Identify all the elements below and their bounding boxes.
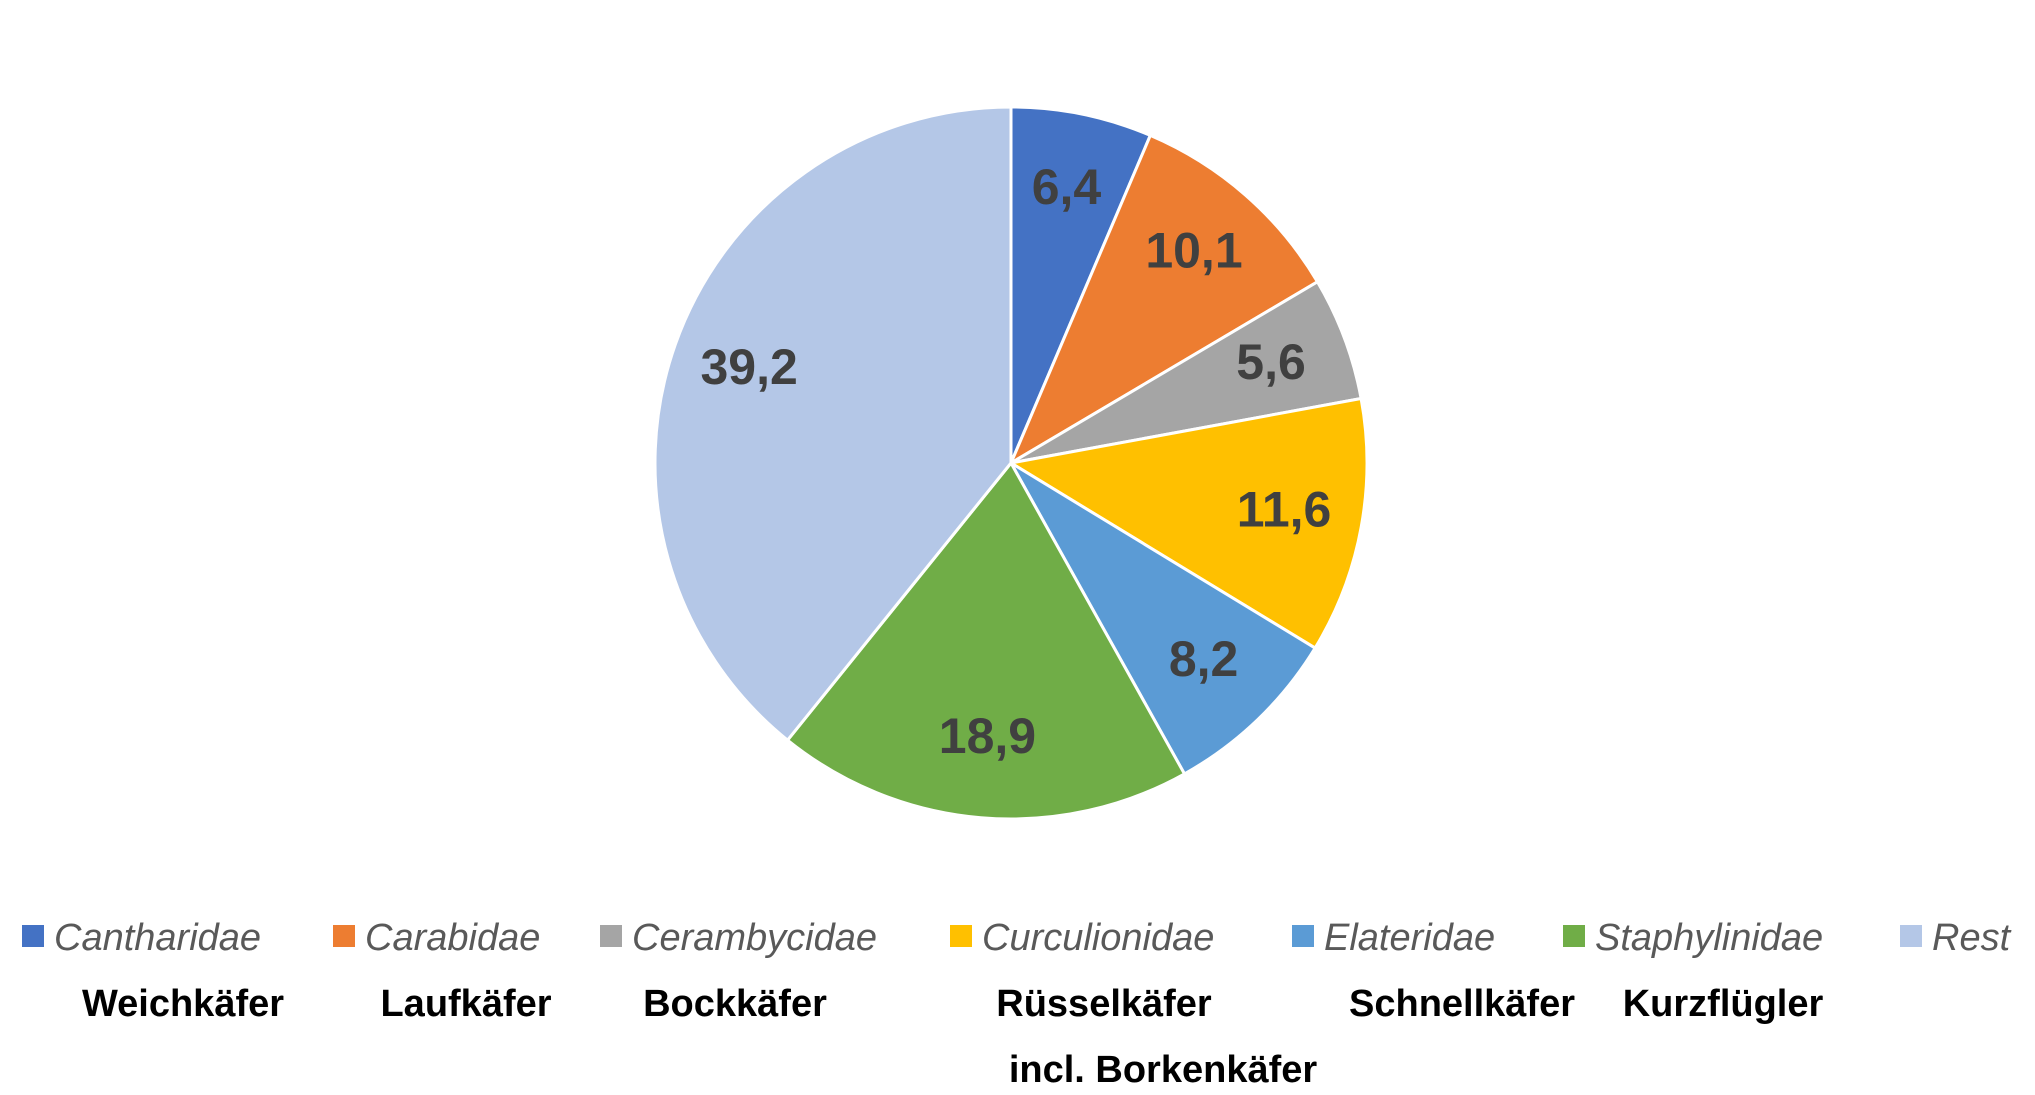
- legend-swatch: [600, 925, 622, 947]
- pie-slice: [1009, 105, 1153, 464]
- legend-swatch: [333, 925, 355, 947]
- legend-label: Elateridae: [1324, 917, 1495, 959]
- legend-swatch: [1563, 925, 1585, 947]
- pie-slice: [1006, 396, 1369, 651]
- common-name: Weichkäfer: [82, 983, 284, 1025]
- data-label: 10,1: [1145, 222, 1242, 278]
- common-name: Schnellkäfer: [1349, 983, 1575, 1025]
- common-name: Kurzflügler: [1623, 983, 1824, 1025]
- data-label: 11,6: [1237, 482, 1332, 538]
- data-label: 6,4: [1032, 159, 1102, 215]
- legend-label: Rest: [1932, 917, 2012, 959]
- common-name: Bockkäfer: [643, 983, 827, 1025]
- legend-swatch: [950, 925, 972, 947]
- data-label: 39,2: [700, 339, 797, 395]
- common-name: Rüsselkäfer: [996, 983, 1212, 1025]
- data-label: 18,9: [939, 708, 1036, 764]
- pie-slice: [653, 105, 1013, 743]
- legend-swatch: [22, 925, 44, 947]
- pie-slice: [785, 460, 1187, 821]
- annotation: incl. Borkenkäfer: [1009, 1049, 1318, 1091]
- legend-swatch: [1292, 925, 1314, 947]
- legend-label: Cantharidae: [54, 917, 261, 959]
- pie-slice: [1006, 458, 1318, 776]
- data-label: 5,6: [1236, 334, 1306, 390]
- legend-label: Carabidae: [365, 917, 540, 959]
- legend-swatch: [1900, 925, 1922, 947]
- pie-slice: [1007, 133, 1320, 467]
- data-label: 8,2: [1169, 631, 1239, 687]
- common-name: Laufkäfer: [380, 983, 551, 1025]
- legend-label: Curculionidae: [982, 917, 1214, 959]
- legend-label: Staphylinidae: [1595, 917, 1823, 959]
- legend-label: Cerambycidae: [632, 917, 877, 959]
